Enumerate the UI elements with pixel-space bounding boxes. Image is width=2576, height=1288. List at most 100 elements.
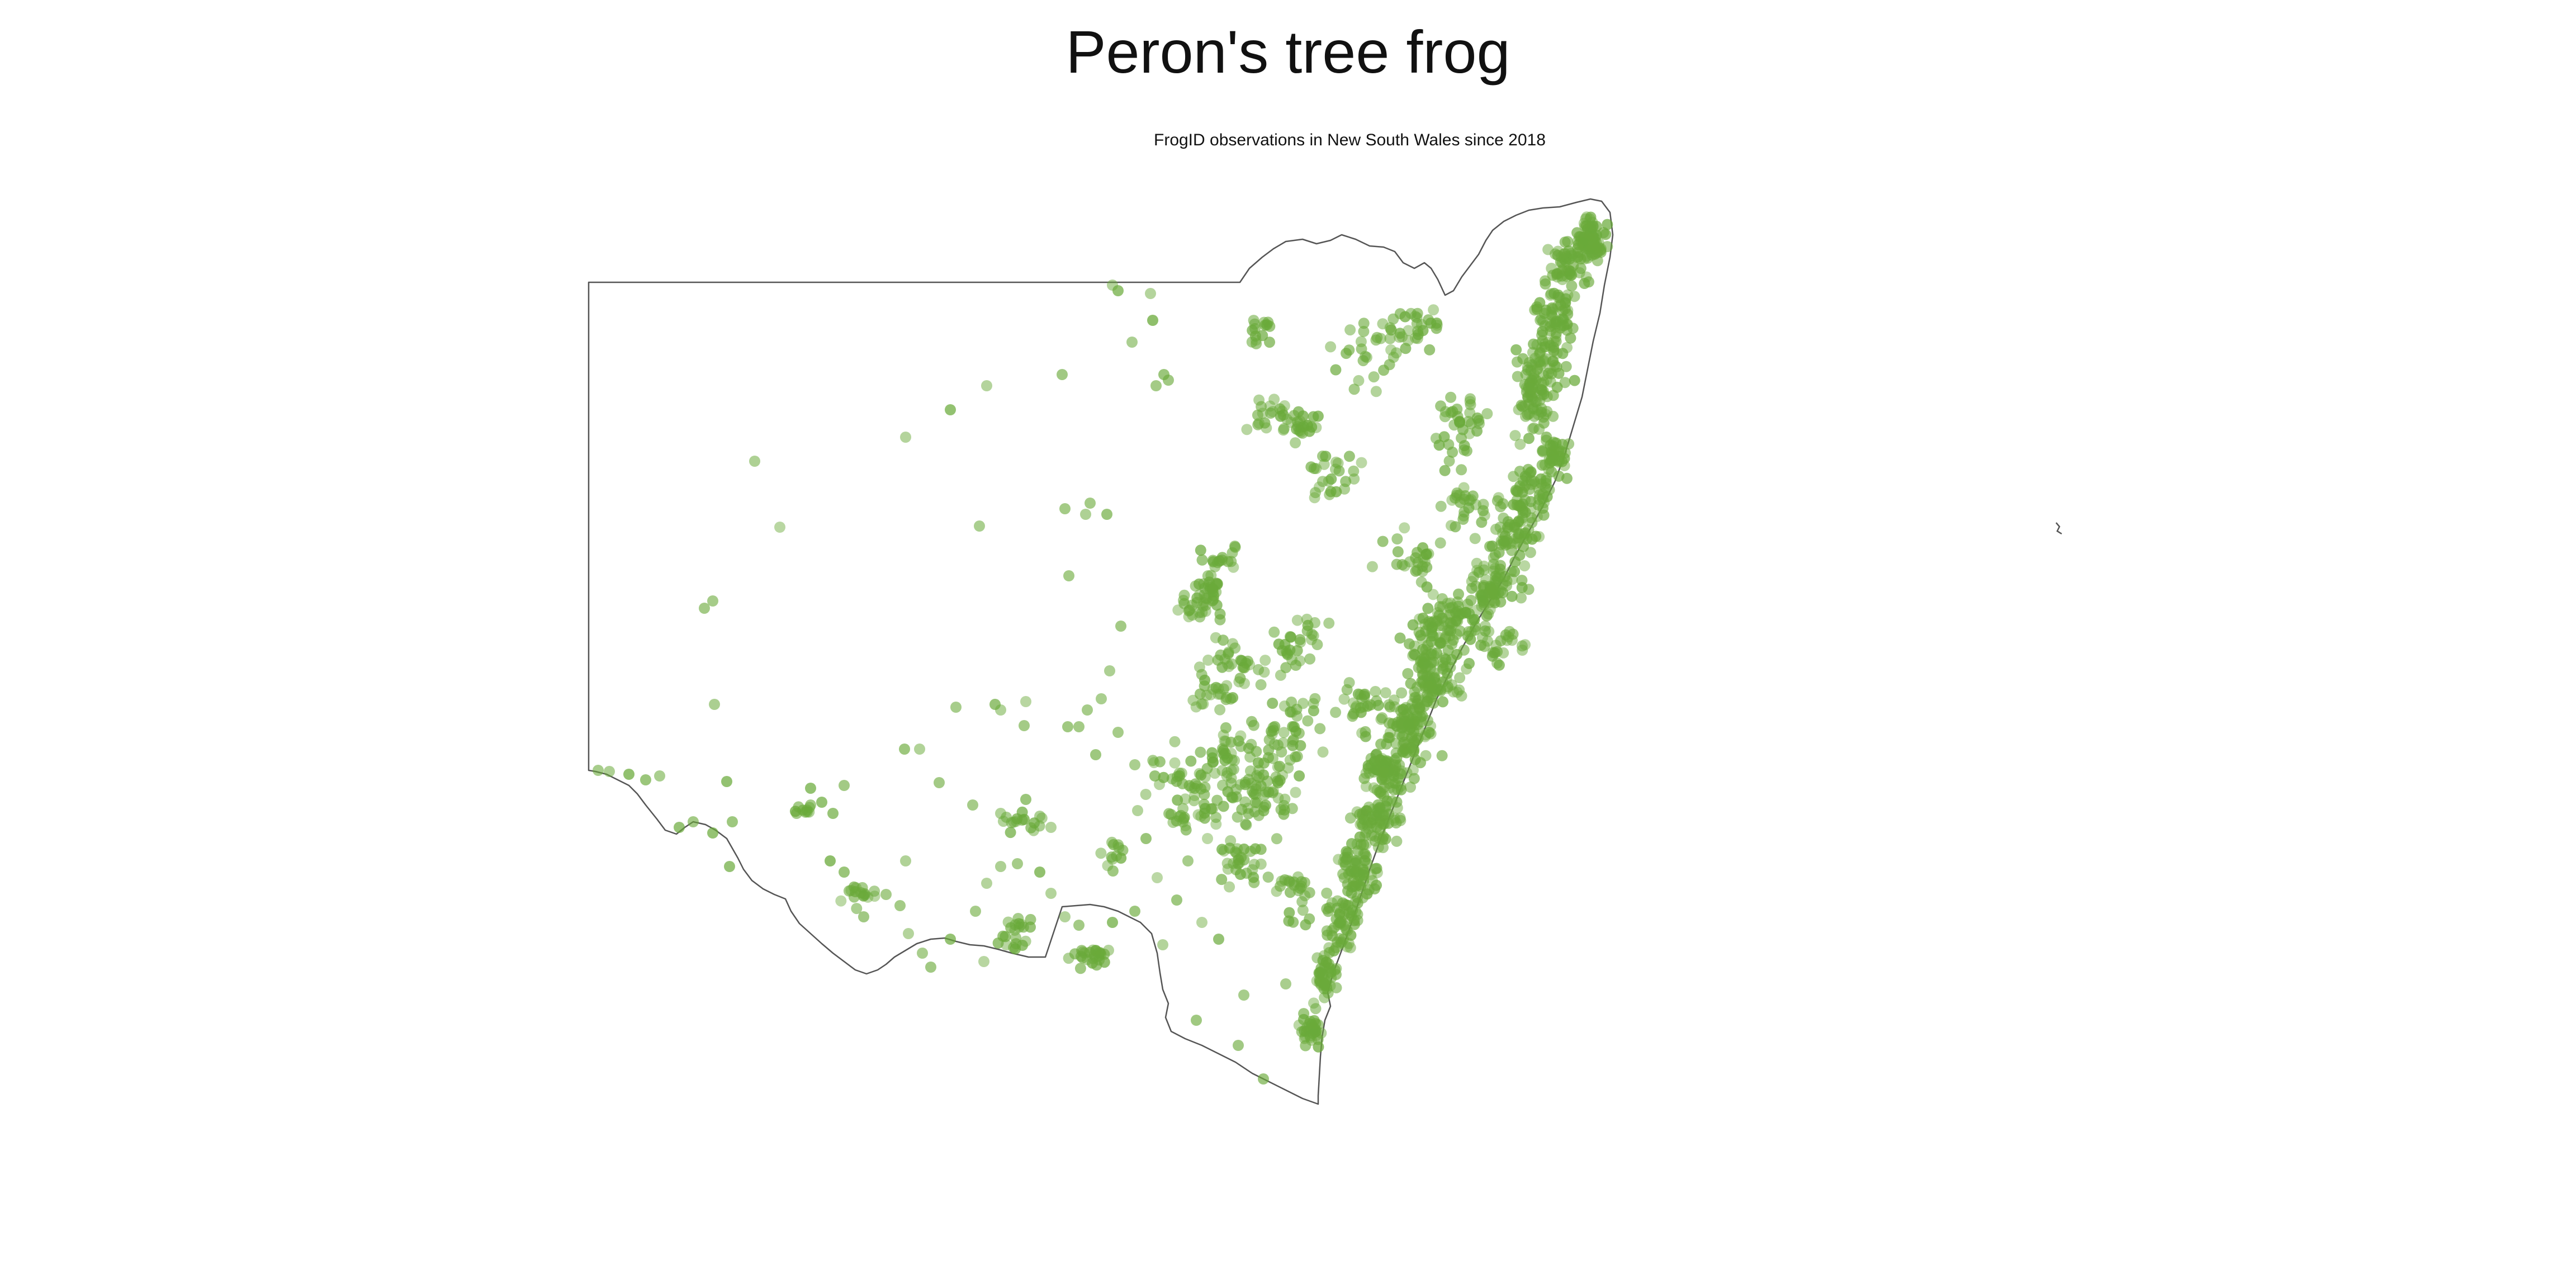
observation-point xyxy=(688,816,699,827)
observation-point xyxy=(1385,324,1397,336)
observation-point xyxy=(1560,297,1571,309)
nsw-boundary-layer xyxy=(588,198,1614,1105)
observation-point xyxy=(1422,603,1434,614)
observation-point xyxy=(1478,597,1489,608)
observation-point xyxy=(1352,908,1363,920)
observation-point xyxy=(1536,378,1547,390)
observation-point xyxy=(1277,409,1289,421)
observation-point xyxy=(1478,505,1489,517)
observation-point xyxy=(1471,557,1483,569)
observation-point xyxy=(1278,727,1290,738)
observation-point xyxy=(1506,590,1518,602)
observation-point xyxy=(1198,578,1210,590)
observation-point xyxy=(858,911,869,922)
observation-point xyxy=(1375,333,1386,344)
observation-point xyxy=(1532,409,1544,420)
observation-point xyxy=(1515,516,1527,527)
observation-point xyxy=(1323,958,1334,969)
observation-point xyxy=(1227,792,1239,804)
observation-point xyxy=(1402,335,1414,347)
observation-point xyxy=(1466,583,1478,594)
observation-point xyxy=(1268,626,1280,638)
observation-point xyxy=(1442,624,1453,636)
observation-point xyxy=(1217,634,1229,646)
observation-point xyxy=(1348,383,1360,395)
observation-point xyxy=(1500,536,1512,548)
observation-point xyxy=(1503,631,1514,643)
observation-point xyxy=(1460,607,1472,618)
observation-point xyxy=(1395,705,1407,717)
observation-point xyxy=(1304,653,1316,665)
observation-point xyxy=(1330,463,1341,475)
observation-point xyxy=(1465,633,1476,645)
observation-point xyxy=(1407,764,1419,776)
observation-point xyxy=(1529,396,1540,407)
observation-point xyxy=(1368,371,1380,383)
observation-point xyxy=(1140,833,1152,844)
observation-point xyxy=(640,774,651,785)
observation-point xyxy=(1380,687,1391,699)
observation-point xyxy=(727,816,738,827)
observation-point xyxy=(1258,757,1270,769)
observation-point xyxy=(1497,527,1508,539)
observation-point xyxy=(1248,719,1259,731)
observation-point xyxy=(1234,869,1246,880)
observation-point xyxy=(1357,807,1368,819)
observation-point xyxy=(1073,721,1085,732)
observation-point xyxy=(1517,475,1529,487)
observation-point xyxy=(1550,454,1562,466)
observation-point xyxy=(1172,794,1183,806)
observation-point xyxy=(1235,655,1247,666)
observation-point xyxy=(1320,451,1332,462)
observation-point xyxy=(1082,704,1093,716)
observation-point xyxy=(1471,412,1483,424)
observation-point xyxy=(1107,865,1119,877)
observation-point xyxy=(1210,818,1222,830)
observation-point xyxy=(1575,253,1587,264)
observation-point xyxy=(1479,510,1490,522)
observation-point xyxy=(1478,560,1490,572)
observation-point xyxy=(1229,541,1241,553)
observation-point xyxy=(1390,737,1402,749)
observation-point xyxy=(1210,812,1222,823)
observation-point xyxy=(835,895,847,907)
observation-point xyxy=(1328,922,1340,934)
observation-point xyxy=(1145,288,1156,299)
observation-point xyxy=(1550,328,1562,339)
observation-point xyxy=(1292,871,1304,883)
observation-point xyxy=(1356,727,1368,739)
observation-point xyxy=(1429,683,1441,694)
observation-point xyxy=(1483,626,1495,637)
observation-point xyxy=(1384,359,1395,371)
observation-point xyxy=(1526,382,1537,394)
observation-point xyxy=(1258,316,1270,328)
observation-point xyxy=(1556,274,1568,285)
observation-point xyxy=(1524,484,1535,495)
observation-point xyxy=(1526,512,1537,524)
observation-point xyxy=(1218,845,1230,857)
observation-point xyxy=(1239,818,1251,830)
observation-point xyxy=(1434,537,1446,549)
observation-point xyxy=(1158,771,1169,783)
observation-point xyxy=(1538,509,1550,521)
observation-point xyxy=(1150,380,1162,391)
observation-point xyxy=(851,903,863,915)
observation-point xyxy=(1300,1040,1311,1052)
observation-point xyxy=(1348,918,1360,930)
observation-point xyxy=(1104,665,1115,676)
observation-point xyxy=(1439,465,1451,476)
observation-point xyxy=(1218,730,1229,741)
observation-point xyxy=(1558,248,1570,260)
observation-point xyxy=(1020,696,1031,707)
observation-point xyxy=(1196,554,1208,566)
observation-point xyxy=(1268,738,1280,750)
observation-point xyxy=(827,808,839,819)
observation-point xyxy=(1409,640,1420,652)
observation-point xyxy=(900,855,911,866)
observation-point xyxy=(1537,315,1549,327)
observation-point xyxy=(1537,444,1549,456)
observation-point xyxy=(1495,501,1507,513)
observation-point xyxy=(1437,601,1448,612)
observation-point xyxy=(1169,757,1181,769)
